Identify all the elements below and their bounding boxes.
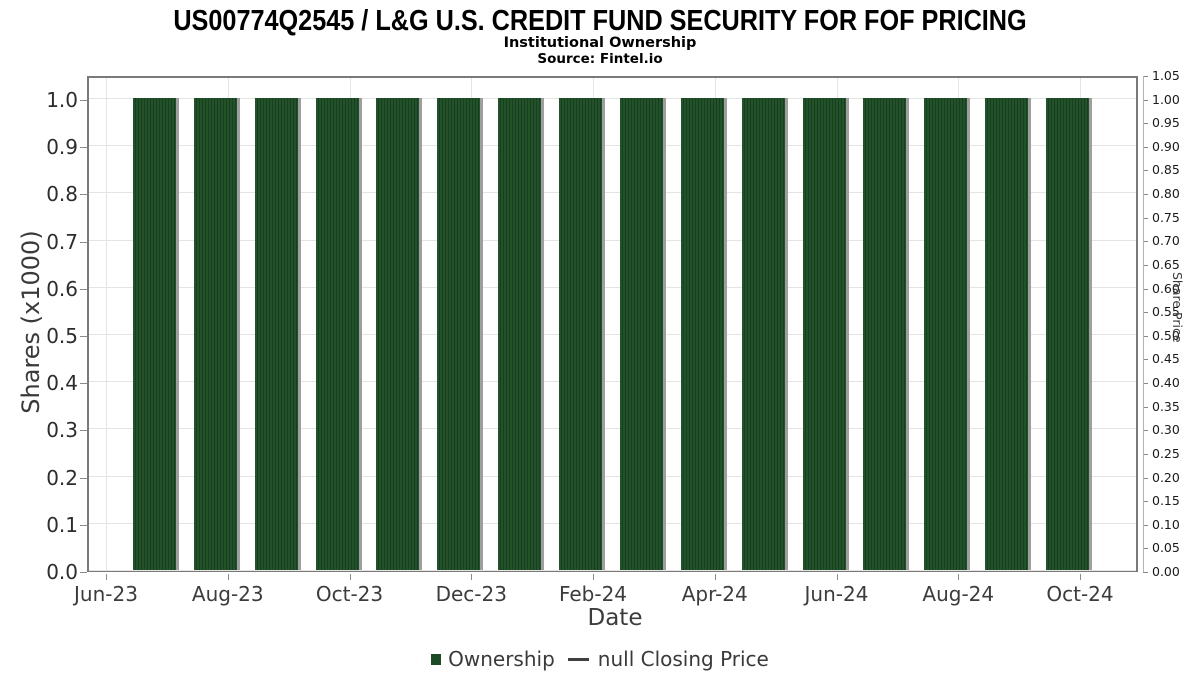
left-tick-label: 1.0 [46, 88, 78, 112]
price-line-icon [567, 657, 589, 661]
x-tick-mark [593, 574, 594, 580]
x-tick-mark [349, 574, 351, 580]
x-tick-mark [1080, 574, 1081, 580]
left-tick-mark [80, 572, 87, 573]
right-tick-label: 0.95 [1152, 115, 1180, 131]
right-tick-label: 0.85 [1152, 162, 1180, 178]
right-tick-label: 0.35 [1152, 398, 1180, 414]
x-tick-label: Feb-24 [558, 582, 628, 606]
left-tick-label: 0.0 [46, 560, 78, 584]
right-tick-label: 0.00 [1152, 564, 1180, 579]
gridline-horizontal [89, 239, 1136, 241]
left-tick-label: 0.1 [46, 512, 78, 537]
left-tick-mark [80, 383, 87, 385]
right-tick-label: 0.25 [1152, 445, 1180, 461]
bar-Jan-24 [498, 98, 542, 570]
left-tick-mark [80, 241, 87, 243]
ownership-swatch-icon [431, 653, 442, 665]
x-tick-label: Aug-24 [922, 582, 995, 606]
bar-Dec-23 [437, 98, 481, 570]
gridline-horizontal [89, 334, 1136, 335]
left-tick-mark [80, 477, 87, 479]
bar-Jul-23 [132, 98, 176, 570]
x-tick-mark [471, 574, 473, 580]
bar-Aug-24 [924, 98, 968, 570]
right-axis-title: Share Price [1170, 271, 1185, 343]
bar-Feb-24 [559, 98, 602, 570]
right-tick-label: 0.20 [1152, 469, 1180, 485]
gridline-horizontal [89, 381, 1136, 383]
right-tick-label: 0.10 [1152, 516, 1180, 532]
gridline-horizontal [89, 192, 1136, 194]
right-tick-mark [1143, 572, 1148, 573]
bar-Apr-24 [680, 98, 724, 570]
x-axis-title: Date [587, 605, 643, 631]
x-tick-mark [714, 574, 716, 580]
left-tick-mark [80, 524, 87, 526]
x-tick-mark [836, 574, 838, 580]
x-tick-label: Jun-23 [74, 582, 138, 606]
left-axis-title: Shares (x1000) [17, 230, 45, 414]
gridline-horizontal [89, 428, 1136, 430]
left-tick-mark [80, 100, 87, 101]
right-tick-label: 0.15 [1152, 493, 1180, 509]
left-tick-mark [80, 194, 87, 196]
bar-Oct-24 [1046, 98, 1089, 570]
left-tick-label: 0.9 [46, 135, 78, 160]
x-tick-label: Apr-24 [681, 582, 748, 606]
bar-Sep-24 [985, 98, 1029, 570]
x-tick-label: Oct-24 [1046, 582, 1114, 606]
x-tick-mark [958, 574, 960, 580]
bar-Jun-24 [802, 98, 846, 570]
right-tick-label: 0.05 [1152, 540, 1180, 556]
gridline-vertical [106, 78, 107, 570]
x-tick-label: Dec-23 [435, 582, 507, 606]
gridline-horizontal [89, 522, 1136, 524]
right-tick-label: 0.75 [1152, 209, 1180, 225]
bar-Aug-23 [193, 98, 237, 570]
left-tick-mark [80, 288, 87, 290]
legend: Ownership null Closing Price [0, 646, 1200, 672]
x-tick-label: Aug-23 [191, 582, 264, 606]
chart-source: Source: Fintel.io [537, 51, 663, 67]
x-tick-mark [227, 574, 229, 580]
bar-Jul-24 [863, 98, 907, 570]
left-tick-mark [80, 336, 87, 337]
right-axis-line [1143, 76, 1144, 572]
x-tick-label: Oct-23 [315, 582, 384, 606]
x-tick-label: Jun-24 [804, 582, 869, 606]
bar-Mar-24 [619, 98, 663, 570]
x-tick-mark [106, 574, 107, 580]
right-tick-label: 0.40 [1152, 375, 1180, 391]
chart-title: US00774Q2545 / L&G U.S. CREDIT FUND SECU… [173, 5, 1027, 37]
plot-area [87, 76, 1138, 572]
left-tick-mark [80, 430, 87, 432]
gridline-horizontal [89, 286, 1136, 288]
right-tick-label: 0.30 [1152, 422, 1180, 438]
legend-ownership-label: Ownership [448, 647, 555, 671]
gridline-horizontal [89, 475, 1136, 477]
gridline-horizontal [89, 570, 1136, 571]
chart-subtitle: Institutional Ownership [503, 35, 697, 51]
left-tick-mark [80, 147, 87, 149]
right-tick-label: 1.05 [1152, 68, 1180, 83]
right-tick-label: 0.80 [1152, 186, 1180, 202]
gridline-horizontal [89, 145, 1136, 147]
bar-Sep-23 [254, 98, 298, 570]
right-tick-label: 0.90 [1152, 138, 1180, 154]
bar-May-24 [741, 98, 785, 570]
bar-Oct-23 [315, 98, 359, 570]
legend-price-label: null Closing Price [597, 647, 769, 671]
bar-Nov-23 [376, 98, 420, 570]
right-tick-label: 1.00 [1152, 91, 1180, 107]
gridline-horizontal [89, 98, 1136, 99]
